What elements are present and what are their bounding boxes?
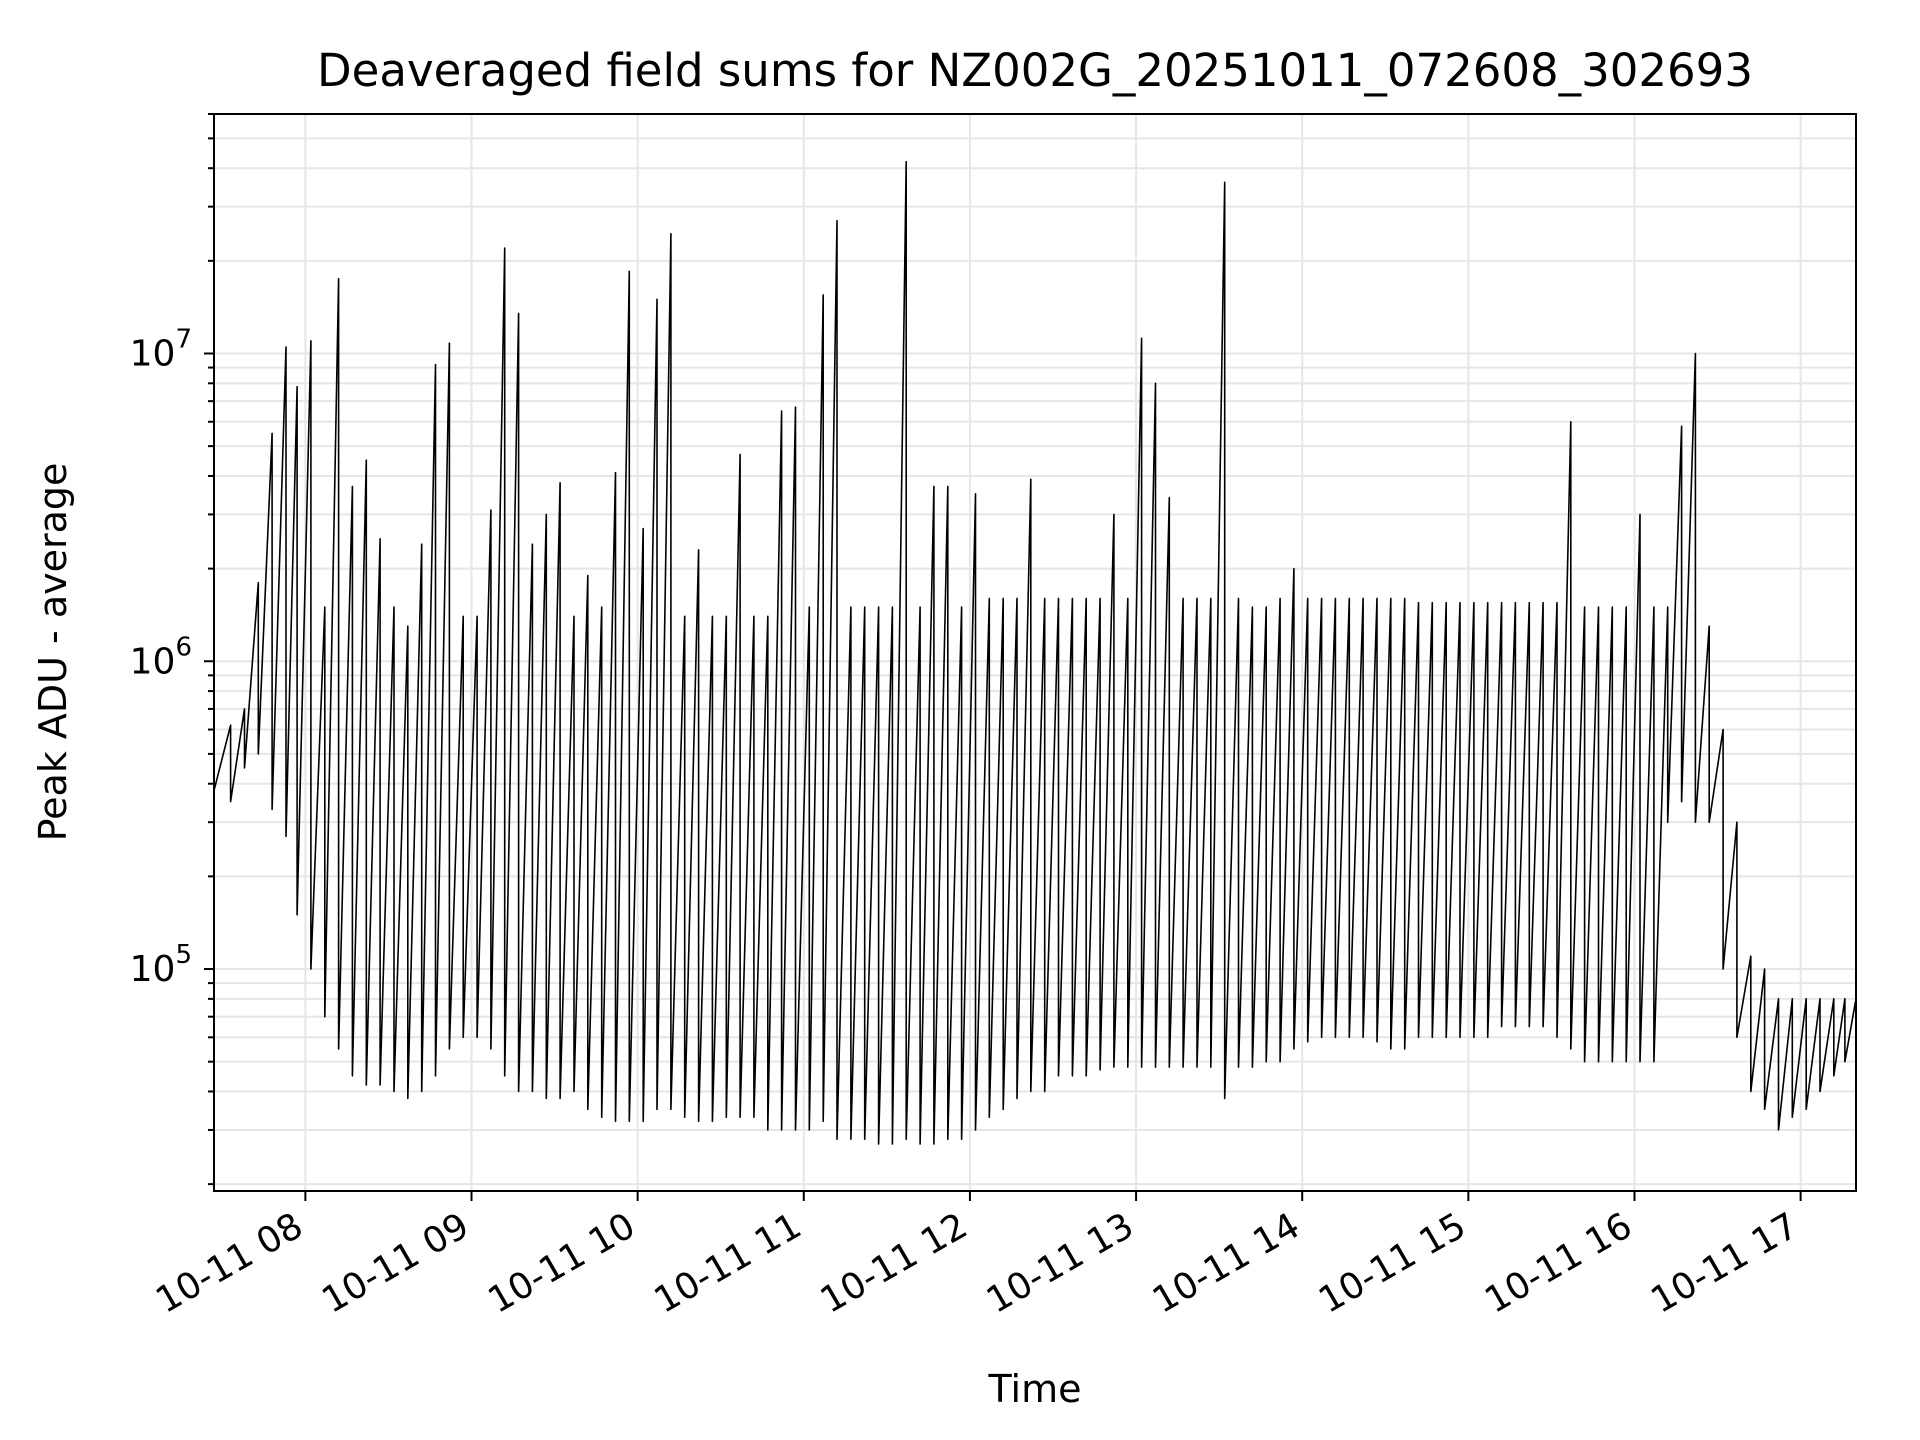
y-axis-label: Peak ADU - average (31, 463, 75, 842)
y-tick-label: 106 (130, 632, 192, 682)
series-line (213, 160, 1857, 1145)
plot-frame (213, 113, 1857, 1192)
y-tick-label-base: 10 (130, 641, 176, 682)
y-tick-label-base: 10 (130, 333, 176, 374)
grid (214, 113, 1856, 1191)
x-axis-label: Time (988, 1367, 1082, 1411)
y-tick-label-exp: 5 (175, 940, 192, 970)
y-tick-label-exp: 6 (175, 632, 192, 662)
series-line-path (213, 160, 1857, 1145)
y-tick-label: 105 (130, 940, 192, 990)
y-tick-label-base: 10 (130, 949, 176, 990)
y-tick-label-exp: 7 (175, 324, 192, 354)
y-tick-label: 107 (130, 324, 192, 374)
chart-title: Deaveraged field sums for NZ002G_2025101… (317, 44, 1753, 97)
